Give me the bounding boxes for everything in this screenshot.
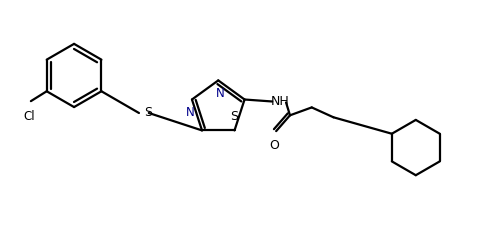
Text: N: N (216, 87, 225, 100)
Text: N: N (185, 106, 195, 119)
Text: S: S (230, 110, 239, 123)
Text: O: O (269, 139, 279, 152)
Text: Cl: Cl (23, 110, 35, 123)
Text: NH: NH (271, 95, 290, 108)
Text: S: S (144, 106, 152, 119)
